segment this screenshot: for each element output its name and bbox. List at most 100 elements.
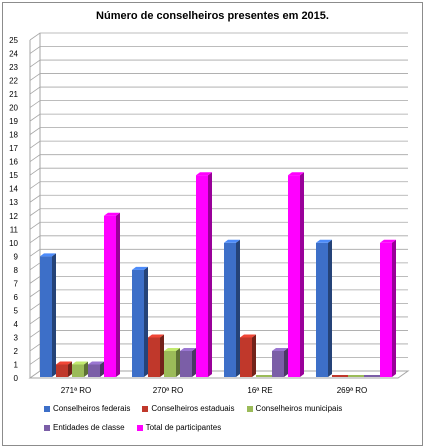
bar [180,350,192,377]
gridline [29,316,408,325]
bar-side [328,239,332,377]
bar [288,175,300,377]
bar-side [100,361,104,377]
gridline [29,181,408,190]
legend-label: Conselheiros federais [53,404,131,413]
bar-side [392,239,396,377]
gridline [29,73,408,81]
y-tick-label: 16 [9,158,18,167]
legend-item-total: Total de participantes [136,423,222,432]
bar-top [288,172,304,176]
y-tick-label: 7 [14,279,19,288]
gridline [29,113,408,122]
legend-label: Entidades de classe [53,423,125,432]
bar [148,337,160,377]
bar [240,337,252,377]
legend-swatch [136,424,143,431]
legend-swatch [44,405,50,412]
legend-item-entidades: Entidades de classe [44,423,125,432]
gridline [29,262,408,271]
chart-title: Número de conselheiros presentes em 2015… [96,10,329,22]
chart-legend: Conselheiros federais Conselheiros estad… [44,404,414,442]
legend-swatch [44,424,50,431]
y-tick-label: 0 [14,374,19,383]
gridline [29,289,408,298]
bar-side [208,172,212,377]
bar [56,364,68,377]
x-tick-label: 270ª RO [153,386,184,395]
y-tick-label: 2 [14,347,19,356]
bar-top [88,361,104,365]
legend-label: Total de participantes [145,423,222,432]
gridline [29,343,408,352]
gridline [29,221,408,230]
bar-side [252,334,256,377]
bar-side [176,347,180,377]
x-tick-label: 269ª RO [337,386,368,395]
x-tick-label: 271ª RO [61,386,92,395]
legend-item-federais: Conselheiros federais [44,404,130,413]
bar-top [56,361,72,365]
gridline [29,127,408,135]
y-tick-label: 18 [9,131,18,140]
gridline [29,59,408,68]
bar-side [300,172,304,377]
bar-side [68,361,72,377]
bar-side [236,239,240,377]
y-tick-label: 23 [9,63,18,72]
bar [196,175,208,377]
x-tick-label: 16ª RE [247,386,272,395]
bar [164,350,176,377]
gridline [29,330,408,338]
gridline [29,32,408,41]
bar-top [132,266,148,270]
gridline [29,86,408,95]
bar-top [72,361,88,365]
bar [224,242,236,377]
y-tick-label: 25 [9,36,18,45]
chart-plot: 0123456789101112131415161718192021222324… [9,32,410,395]
bar-top [180,347,196,351]
bar [380,242,392,377]
bar [332,375,348,377]
bar-top [196,172,212,176]
y-tick-label: 9 [14,252,19,261]
gridline [29,167,408,176]
y-tick-label: 6 [14,293,19,302]
bar-top [224,239,240,243]
bar-top [272,347,288,351]
gridline [29,194,408,203]
y-tick-label: 3 [14,333,19,342]
bar-top [148,334,164,338]
y-tick-label: 21 [9,90,18,99]
y-tick-label: 8 [14,266,19,275]
bar-side [160,334,164,377]
legend-label: Conselheiros municipais [255,404,343,413]
bar-side [52,253,56,377]
y-tick-label: 11 [10,225,19,234]
bar [348,375,364,377]
y-tick-label: 19 [9,117,18,126]
bar-side [144,266,148,377]
legend-item-municipais: Conselheiros municipais [246,404,343,413]
bar [104,215,116,377]
bar-top [380,239,396,243]
gridline [29,248,408,257]
legend-swatch [246,405,253,412]
y-tick-label: 17 [9,144,18,153]
y-tick-label: 5 [14,306,19,315]
y-tick-label: 10 [9,239,18,248]
bar-top [240,334,256,338]
bar [316,242,328,377]
bar-side [84,361,88,377]
legend-label: Conselheiros estaduais [151,404,235,413]
bar [132,269,144,377]
bar-top [40,253,56,257]
y-tick-label: 4 [14,320,19,329]
legend-row-1: Conselheiros federais Conselheiros estad… [44,404,414,413]
bar [272,350,284,377]
gridline [29,46,408,54]
y-tick-label: 22 [9,77,18,86]
gridline [29,140,408,149]
y-tick-label: 15 [9,171,18,180]
